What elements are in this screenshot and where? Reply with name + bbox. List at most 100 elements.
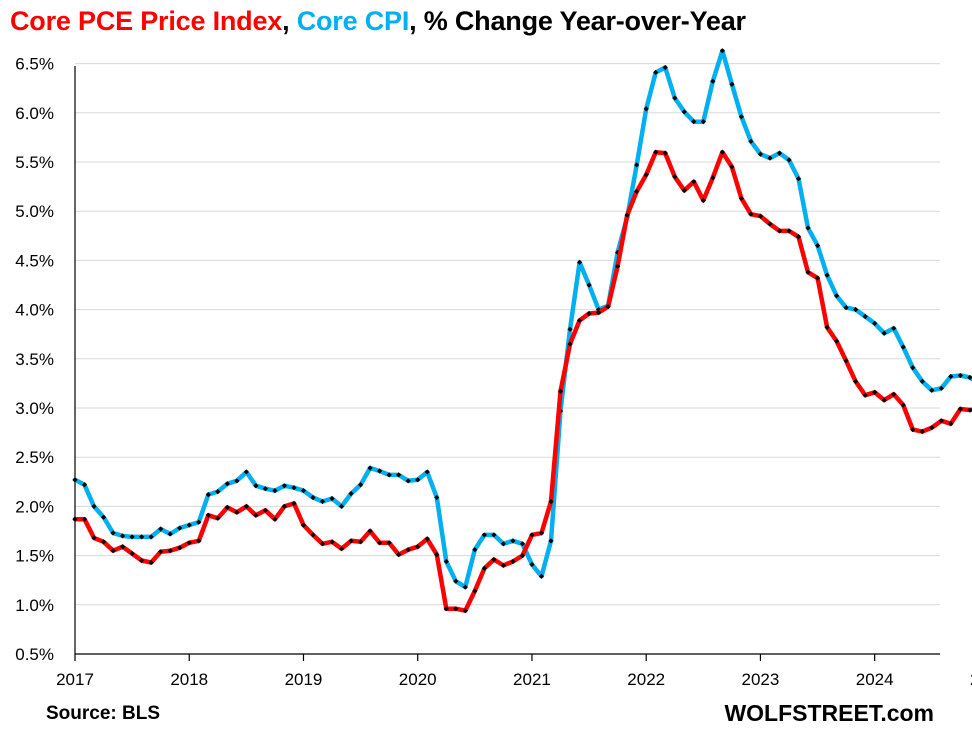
data-point-core-cpi <box>100 514 107 520</box>
data-point-core-pce-price-index <box>167 548 173 554</box>
data-point-core-cpi <box>872 320 878 326</box>
source-note: Source: BLS <box>46 703 161 724</box>
data-point-core-cpi <box>243 469 249 475</box>
data-point-core-cpi <box>681 109 687 115</box>
data-point-core-cpi <box>957 372 963 379</box>
data-point-core-pce-price-index <box>110 548 116 554</box>
data-point-core-cpi <box>196 519 202 525</box>
data-point-core-pce-price-index <box>253 512 259 518</box>
x-tick-label: 2018 <box>170 670 208 689</box>
x-tick-label: 2017 <box>56 670 94 689</box>
data-point-core-pce-price-index <box>795 234 802 240</box>
data-point-core-cpi <box>824 272 830 278</box>
data-point-core-pce-price-index <box>719 149 725 155</box>
x-tick-label: 2021 <box>513 670 551 689</box>
data-point-core-pce-price-index <box>434 552 440 558</box>
data-point-core-pce-price-index <box>834 338 840 344</box>
data-point-core-cpi <box>434 494 440 501</box>
data-point-core-cpi <box>910 365 916 371</box>
data-point-core-cpi <box>510 538 516 544</box>
title-pce: Core PCE Price Index <box>10 6 283 36</box>
data-point-core-pce-price-index <box>396 552 402 558</box>
data-point-core-cpi <box>424 469 430 475</box>
data-point-core-pce-price-index <box>805 269 811 275</box>
data-point-core-cpi <box>358 482 364 488</box>
y-tick-label: 3.0% <box>15 399 54 418</box>
data-point-core-cpi <box>319 498 326 505</box>
data-point-core-cpi <box>405 478 411 484</box>
data-point-core-cpi <box>329 495 335 502</box>
data-point-core-cpi <box>472 547 478 553</box>
x-tick-label: 2025 <box>970 670 972 689</box>
data-point-core-pce-price-index <box>338 546 345 552</box>
y-tick-label: 6.5% <box>15 55 54 74</box>
data-point-core-pce-price-index <box>862 392 868 398</box>
data-point-core-cpi <box>129 534 135 540</box>
data-point-core-cpi <box>443 558 449 565</box>
data-point-core-cpi <box>377 468 383 474</box>
data-point-core-cpi <box>386 472 392 478</box>
data-point-core-cpi <box>748 138 754 144</box>
data-point-core-cpi <box>415 477 421 483</box>
data-point-core-pce-price-index <box>129 551 135 557</box>
data-point-core-pce-price-index <box>358 539 364 545</box>
data-point-core-pce-price-index <box>662 150 668 156</box>
data-point-core-pce-price-index <box>519 553 526 559</box>
data-point-core-pce-price-index <box>291 500 297 507</box>
data-point-core-cpi <box>291 485 297 491</box>
data-point-core-cpi <box>938 385 944 391</box>
data-point-core-pce-price-index <box>548 498 554 505</box>
data-point-core-pce-price-index <box>938 418 944 424</box>
data-point-core-pce-price-index <box>443 606 449 612</box>
data-point-core-cpi <box>891 325 897 331</box>
data-point-core-cpi <box>177 525 183 531</box>
data-point-core-pce-price-index <box>81 516 88 522</box>
data-point-core-cpi <box>834 293 840 299</box>
data-point-core-cpi <box>548 538 554 544</box>
data-point-core-cpi <box>967 374 972 381</box>
data-point-core-cpi <box>843 305 849 311</box>
x-tick-label: 2023 <box>742 670 780 689</box>
data-point-core-pce-price-index <box>567 341 573 347</box>
data-point-core-pce-price-index <box>919 429 925 435</box>
data-point-core-cpi <box>786 157 792 163</box>
data-point-core-cpi <box>234 478 240 484</box>
data-point-core-pce-price-index <box>748 211 754 217</box>
data-point-core-pce-price-index <box>91 535 97 541</box>
data-point-core-cpi <box>281 483 288 489</box>
data-point-core-pce-price-index <box>491 556 497 563</box>
data-point-core-cpi <box>462 584 468 590</box>
data-point-core-cpi <box>672 95 678 101</box>
data-point-core-pce-price-index <box>557 388 564 394</box>
data-point-core-cpi <box>691 119 697 125</box>
data-point-core-cpi <box>81 482 88 488</box>
data-point-core-cpi <box>596 307 602 313</box>
data-point-core-pce-price-index <box>224 504 230 510</box>
data-point-core-pce-price-index <box>881 397 887 403</box>
data-point-core-cpi <box>491 532 497 538</box>
data-point-core-pce-price-index <box>234 509 240 515</box>
data-point-core-pce-price-index <box>672 174 678 180</box>
data-point-core-cpi <box>853 307 859 313</box>
data-point-core-pce-price-index <box>215 515 221 521</box>
y-tick-label: 6.0% <box>15 104 54 123</box>
data-point-core-cpi <box>272 488 278 494</box>
data-point-core-pce-price-index <box>405 547 411 553</box>
data-point-core-cpi <box>300 488 307 494</box>
data-point-core-pce-price-index <box>891 391 897 397</box>
data-point-core-cpi <box>729 81 735 87</box>
data-point-core-cpi <box>653 69 659 76</box>
y-tick-label: 4.5% <box>15 251 54 270</box>
data-point-core-pce-price-index <box>643 172 649 178</box>
data-point-core-pce-price-index <box>472 588 478 594</box>
data-point-core-pce-price-index <box>653 149 659 155</box>
data-point-core-pce-price-index <box>900 402 906 408</box>
data-point-core-pce-price-index <box>538 530 545 536</box>
data-point-core-pce-price-index <box>529 532 535 538</box>
y-axis: 0.5% 1.0% 1.5% 2.0% 2.5% 3.0% 3.5% 4.0% 4.5% 5.0%… <box>15 55 54 664</box>
data-point-core-pce-price-index <box>510 558 516 565</box>
data-point-core-cpi <box>481 532 487 538</box>
data-point-core-pce-price-index <box>500 562 506 569</box>
data-point-core-pce-price-index <box>634 188 640 195</box>
